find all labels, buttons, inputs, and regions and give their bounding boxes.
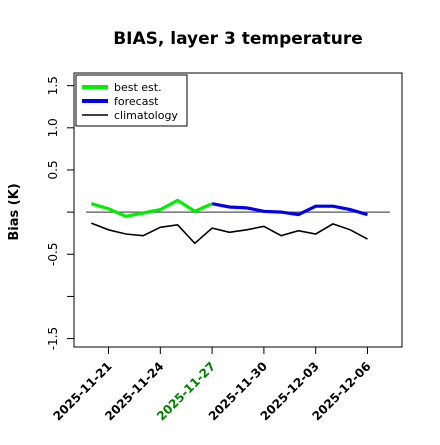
y-tick-label: -1.5 — [46, 327, 60, 350]
y-tick-label: 1.5 — [46, 76, 60, 95]
y-tick-label: 1.0 — [46, 118, 60, 137]
plot-area: -1.5-0.50.51.01.52025-11-212025-11-24202… — [46, 72, 403, 423]
series-line-climatology — [91, 222, 368, 245]
series-line-best-est — [90, 198, 213, 218]
y-tick-label: -0.5 — [46, 243, 60, 266]
legend-label: forecast — [114, 95, 159, 108]
legend-label: best est. — [114, 81, 162, 94]
y-axis-label: Bias (K) — [7, 183, 22, 240]
plot-frame — [73, 72, 403, 348]
chart-title: BIAS, layer 3 temperature — [113, 29, 363, 49]
series-line-forecast — [211, 202, 368, 217]
y-tick-label: 0.5 — [46, 160, 60, 179]
legend-label: climatology — [114, 109, 178, 122]
